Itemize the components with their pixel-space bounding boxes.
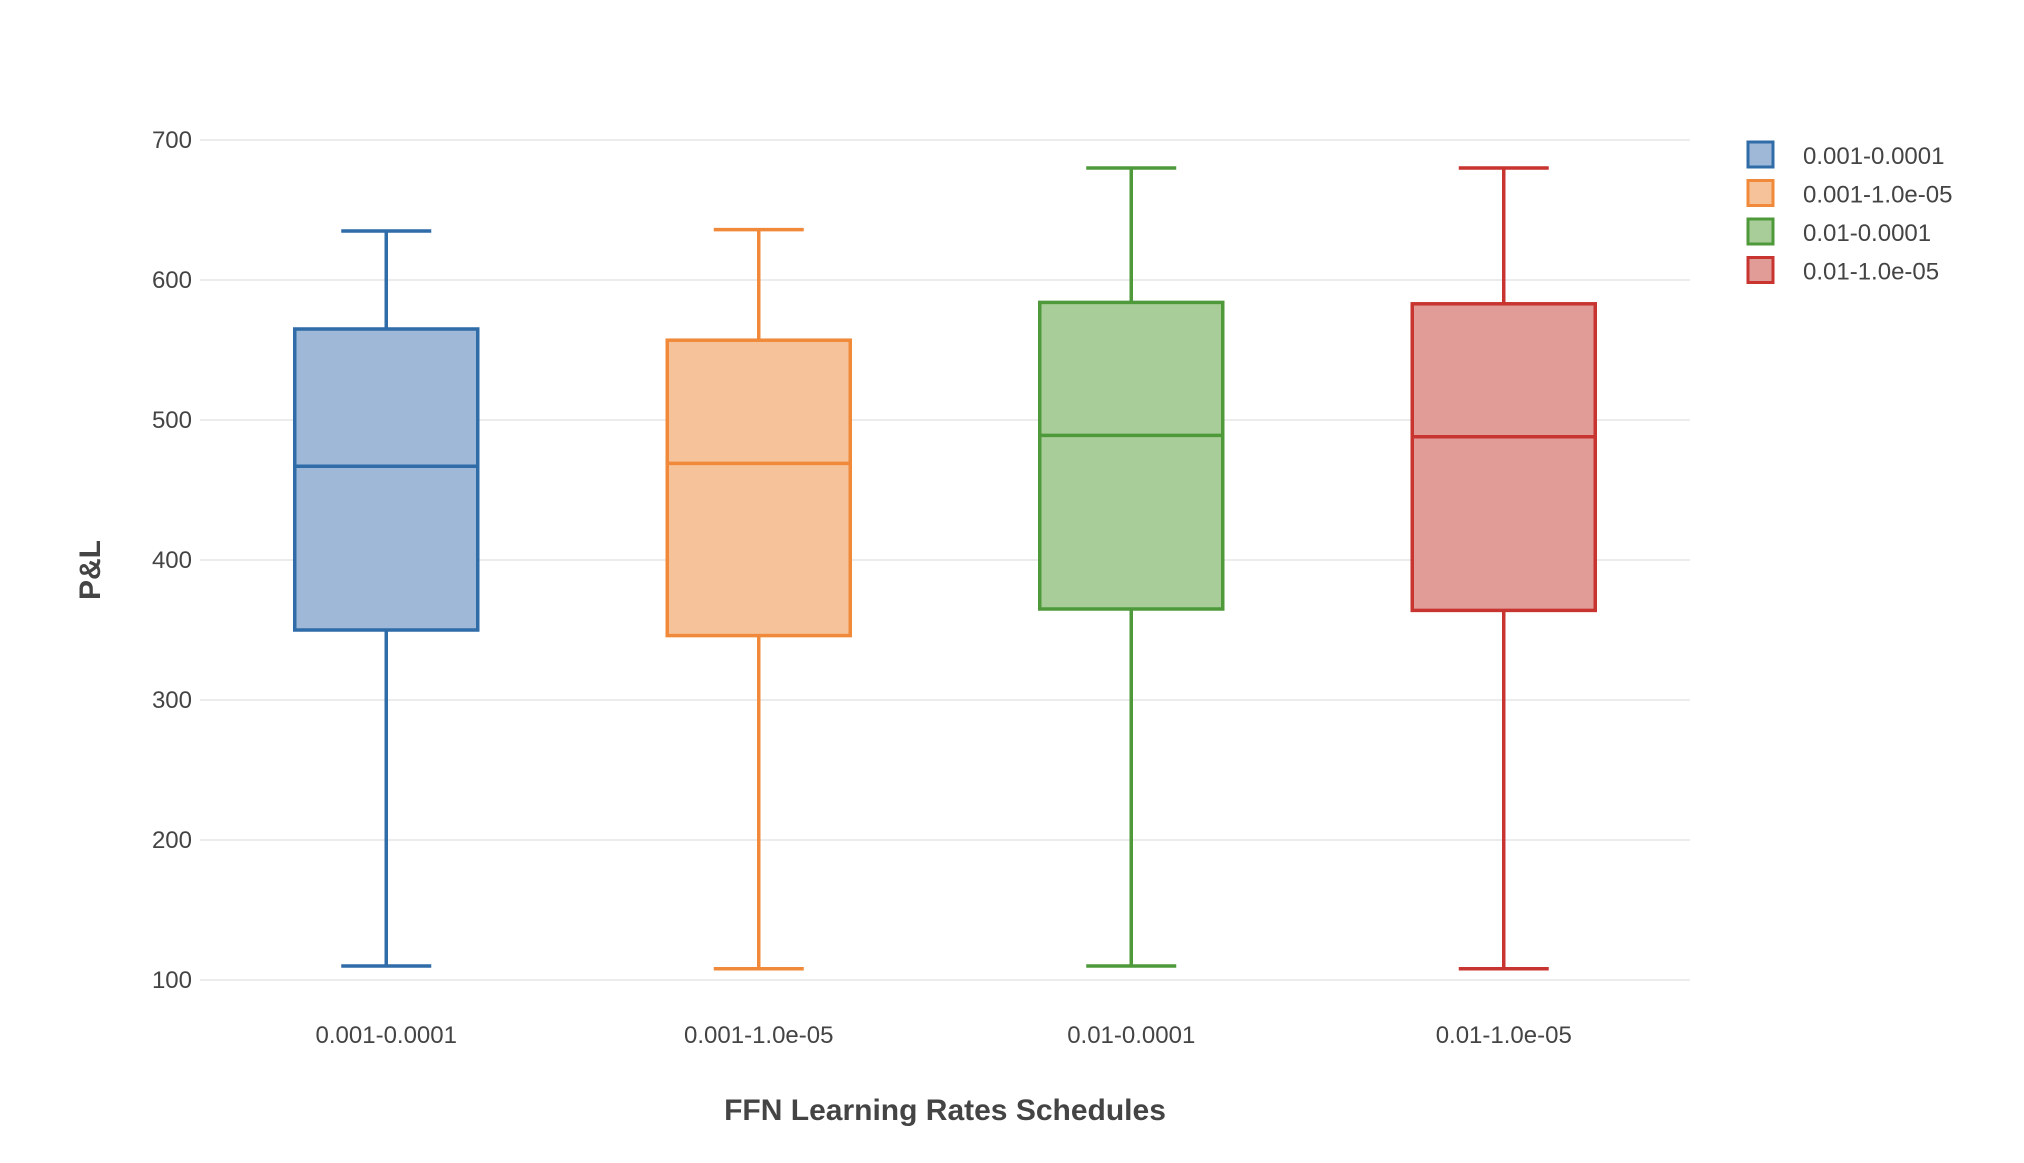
x-tick-label: 0.01-0.0001 [1067,1022,1195,1049]
iqr-box [1410,302,1597,613]
legend-item[interactable]: 0.01-0.0001 [1746,217,1931,247]
x-tick-label: 0.001-1.0e-05 [684,1022,833,1049]
legend-item[interactable]: 0.01-1.0e-05 [1746,256,1939,286]
y-tick-label: 700 [152,127,192,154]
y-axis-ticks: 100 200 300 400 500 600 700 [152,127,192,994]
y-tick-label: 600 [152,267,192,294]
legend[interactable]: 0.001-0.0001 0.001-1.0e-05 0.01-0.0001 0.01… [1746,140,1952,286]
boxes [293,166,1597,971]
y-tick-label: 100 [152,967,192,994]
legend-item[interactable]: 0.001-1.0e-05 [1746,179,1952,209]
box-series[interactable] [1038,166,1225,968]
legend-swatch [1746,256,1775,284]
legend-swatch [1746,179,1775,207]
x-axis-title: FFN Learning Rates Schedules [724,1094,1166,1127]
y-axis-title: P&L [74,540,107,600]
y-tick-label: 500 [152,407,192,434]
legend-label: 0.001-1.0e-05 [1803,182,1952,209]
iqr-box [1038,300,1225,611]
legend-label: 0.001-0.0001 [1803,143,1944,170]
legend-label: 0.01-1.0e-05 [1803,259,1939,286]
box-series[interactable] [1410,166,1597,971]
legend-swatch [1746,140,1775,169]
iqr-box [665,338,852,638]
y-tick-label: 200 [152,827,192,854]
legend-item[interactable]: 0.001-0.0001 [1746,140,1944,170]
legend-label: 0.01-0.0001 [1803,220,1931,247]
y-tick-label: 400 [152,547,192,574]
box-series[interactable] [665,227,852,971]
x-tick-label: 0.01-1.0e-05 [1436,1022,1572,1049]
iqr-box [293,327,480,632]
x-tick-label: 0.001-0.0001 [316,1022,457,1049]
y-tick-label: 300 [152,687,192,714]
x-axis-ticks: 0.001-0.0001 0.001-1.0e-05 0.01-0.0001 0.01… [316,1022,1572,1049]
box-series[interactable] [293,229,480,968]
legend-swatch [1746,217,1775,246]
